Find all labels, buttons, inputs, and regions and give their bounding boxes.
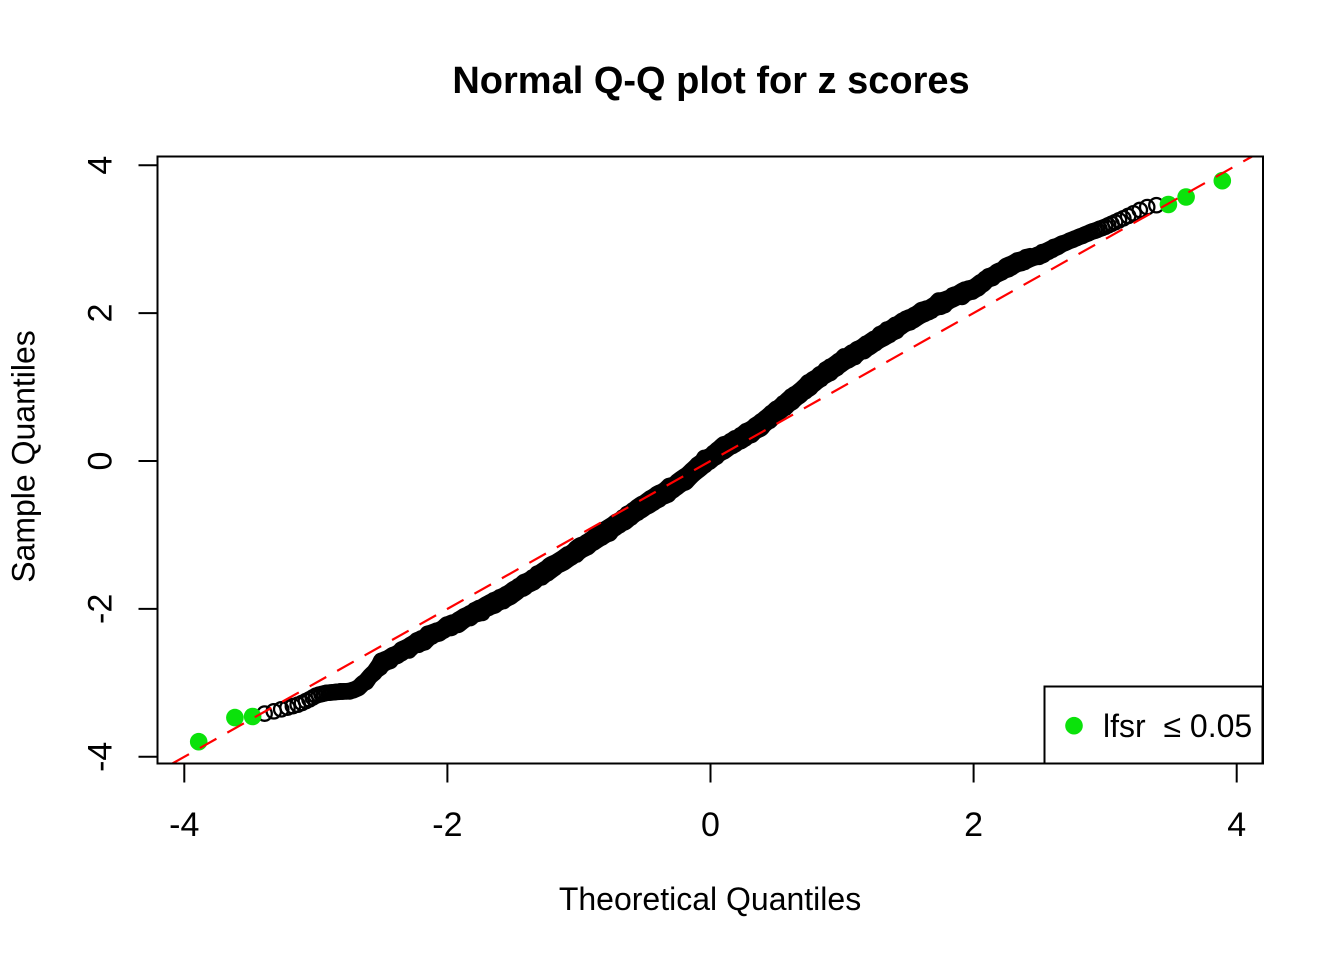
svg-text:2: 2: [964, 806, 983, 844]
svg-text:Theoretical Quantiles: Theoretical Quantiles: [559, 881, 861, 917]
svg-text:4: 4: [1227, 806, 1246, 844]
svg-text:-4: -4: [169, 806, 199, 844]
svg-text:0: 0: [701, 806, 720, 844]
svg-text:0: 0: [82, 452, 120, 471]
svg-text:2: 2: [82, 304, 120, 323]
svg-text:Normal Q-Q plot for z scores: Normal Q-Q plot for z scores: [452, 60, 969, 102]
svg-text:-2: -2: [432, 806, 462, 844]
svg-text:4: 4: [82, 156, 120, 175]
svg-text:Sample Quantiles: Sample Quantiles: [6, 330, 42, 583]
svg-text:-4: -4: [82, 742, 120, 772]
svg-text:lfsr ≤ 0.05: lfsr ≤ 0.05: [1103, 708, 1252, 744]
svg-text:-2: -2: [82, 594, 120, 624]
